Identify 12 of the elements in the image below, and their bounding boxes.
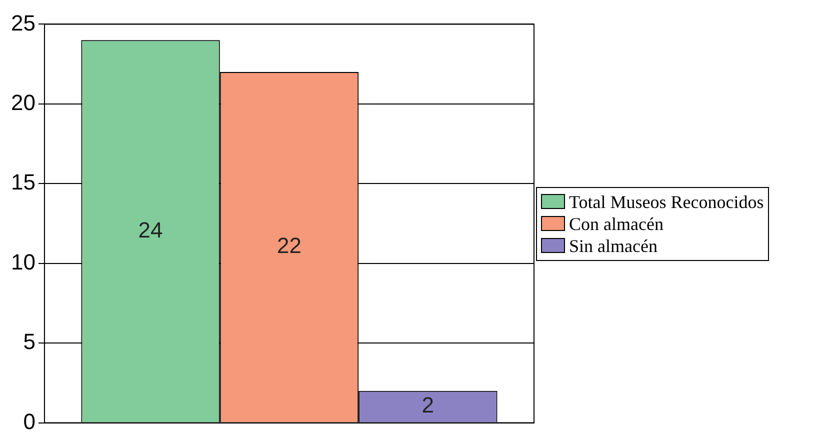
y-tick-label: 20 [10, 90, 36, 115]
y-tick-label: 5 [23, 329, 36, 354]
y-tick-label: 0 [23, 408, 36, 434]
data-label: 24 [138, 217, 163, 242]
y-tick-label: 25 [10, 10, 36, 36]
data-label: 22 [276, 233, 302, 258]
y-tick-label: 15 [10, 170, 36, 195]
y-tick-label: 10 [10, 249, 36, 274]
legend-label: Total Museos Reconocidos [569, 190, 764, 212]
data-label: 2 [422, 392, 434, 418]
legend-label: Con almacén [569, 212, 664, 234]
legend-label: Sin almacén [569, 234, 658, 256]
